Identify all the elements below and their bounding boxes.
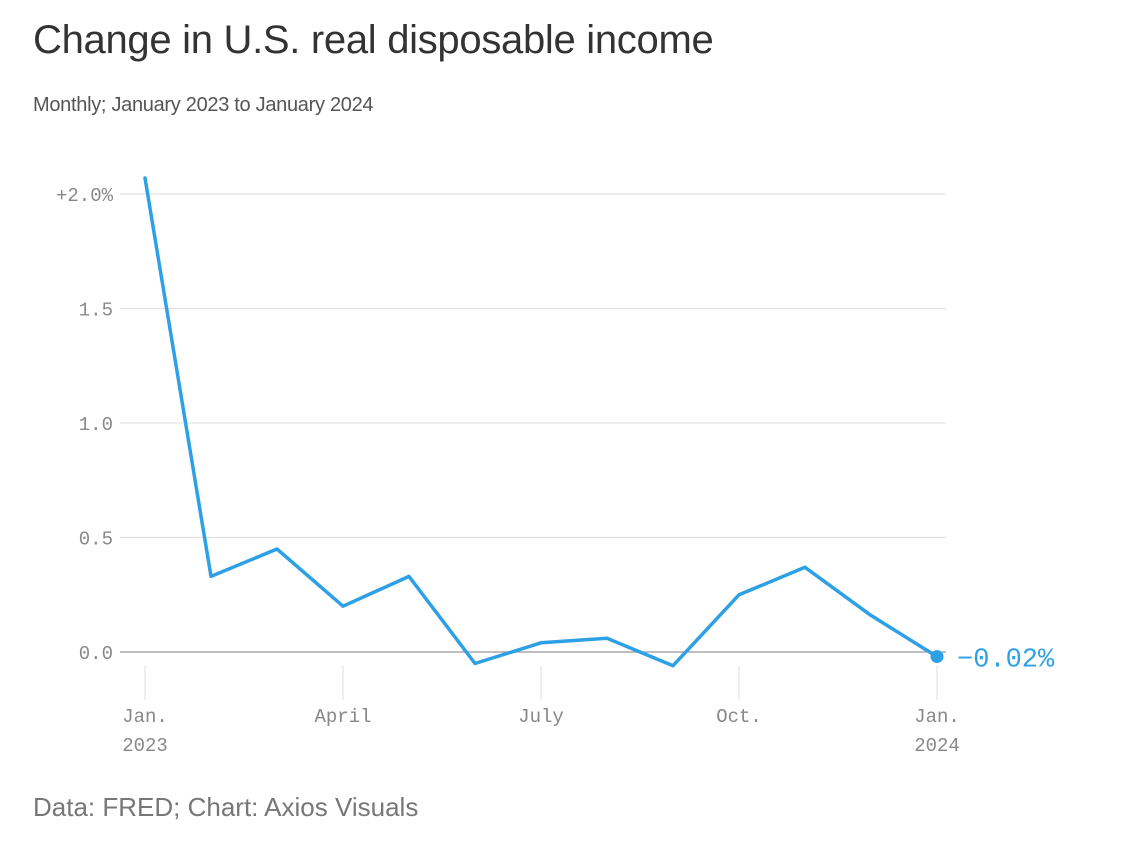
end-point-marker	[930, 650, 944, 664]
x-axis-ticks: Jan. 2023 April July Oct. Jan. 2024	[122, 666, 960, 757]
x-tick-label: Jan.	[914, 706, 960, 728]
y-tick-label: 0.0	[79, 643, 113, 665]
x-tick-label: Jan.	[122, 706, 168, 728]
end-value-label: −0.02%	[957, 646, 1055, 676]
y-tick-label: 1.0	[79, 414, 113, 436]
x-tick-label: April	[314, 706, 371, 728]
series-layer: −0.02%	[143, 176, 1055, 676]
chart-title: Change in U.S. real disposable income	[33, 18, 714, 62]
y-tick-label: +2.0%	[56, 185, 114, 207]
gridlines	[120, 193, 946, 653]
y-axis-ticks: +2.0% 1.5 1.0 0.5 0.0	[56, 185, 114, 665]
x-tick-year-label: 2023	[122, 735, 168, 757]
x-tick-label: Oct.	[716, 706, 762, 728]
chart-source: Data: FRED; Chart: Axios Visuals	[33, 792, 419, 822]
y-tick-label: 1.5	[79, 300, 113, 322]
series-line	[143, 176, 939, 668]
x-tick-label: July	[518, 706, 564, 728]
y-tick-label: 0.5	[79, 529, 113, 551]
x-tick-year-label: 2024	[914, 735, 960, 757]
chart-subtitle: Monthly; January 2023 to January 2024	[33, 94, 374, 116]
